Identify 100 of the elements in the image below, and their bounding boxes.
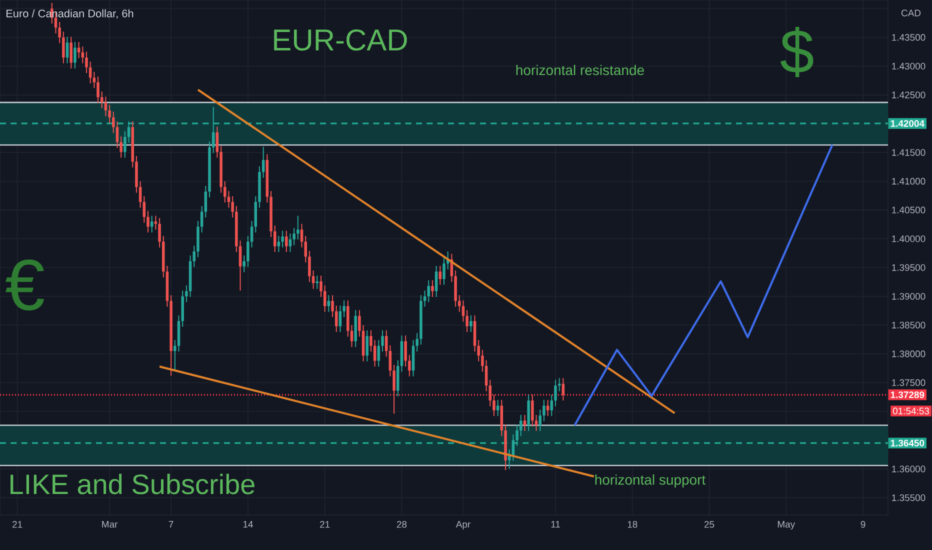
candlestick: [142, 196, 146, 224]
candlestick: [138, 180, 142, 208]
candlestick: [250, 220, 254, 248]
candlestick: [66, 36, 69, 64]
candlestick: [242, 254, 246, 273]
candlestick: [554, 379, 557, 407]
candlestick: [442, 257, 446, 286]
candlestick: [70, 36, 72, 69]
candlestick: [124, 130, 126, 158]
candlestick: [562, 378, 565, 401]
x-tick-label: Mar: [102, 521, 118, 528]
y-tick-label: 1.42500: [892, 92, 926, 98]
candlestick: [550, 394, 554, 417]
x-tick-label: 14: [243, 521, 253, 528]
candlestick: [377, 340, 380, 368]
x-tick-label: 28: [396, 521, 407, 528]
candlestick: [112, 111, 115, 134]
candlestick: [370, 330, 372, 352]
y-tick-label: 1.39000: [892, 292, 926, 300]
annotation: horizontal resistande: [516, 64, 644, 76]
candlestick: [388, 344, 392, 377]
y-tick-label: 1.40500: [892, 206, 926, 214]
x-tick-label: 11: [551, 521, 560, 528]
candlestick: [62, 31, 65, 64]
candlestick: [427, 280, 430, 303]
candlestick: [96, 76, 100, 104]
ref-line-label: 1.36450: [890, 440, 924, 446]
candlestick: [520, 414, 522, 437]
x-tick-label: 7: [168, 521, 174, 528]
candlestick: [238, 240, 242, 292]
candlestick: [331, 294, 334, 318]
candlestick: [262, 146, 265, 178]
candlestick: [108, 104, 111, 124]
line-series: [574, 144, 834, 426]
candlestick: [74, 42, 76, 69]
y-tick-label: 1.41000: [892, 178, 926, 185]
candlestick: [342, 300, 346, 318]
candlestick: [373, 340, 376, 368]
candlestick: [392, 364, 396, 414]
x-tick-label: 21: [12, 521, 22, 528]
candlestick: [438, 265, 442, 286]
candlestick: [408, 354, 411, 377]
candlestick: [92, 71, 96, 89]
x-tick-label: 9: [860, 521, 866, 528]
candlestick: [174, 340, 176, 372]
y-axis-title: CAD: [901, 10, 921, 16]
candlestick: [154, 215, 158, 230]
y-tick-label: 1.43000: [892, 62, 926, 70]
candlestick: [431, 280, 434, 298]
candlestick: [484, 360, 488, 392]
candlestick: [292, 227, 296, 246]
candlestick: [481, 349, 484, 372]
y-tick-label: 1.36000: [892, 466, 926, 472]
candlestick: [146, 210, 150, 233]
candlestick: [531, 394, 534, 427]
candlestick: [404, 334, 407, 368]
candlestick: [185, 284, 188, 303]
ref-line-label: 1.42004: [890, 120, 924, 127]
candlestick: [231, 196, 234, 218]
candlestick: [466, 310, 468, 333]
y-tick-label: 1.39500: [892, 264, 926, 271]
ref-line-label: 1.37289: [890, 391, 924, 398]
candlestick: [338, 305, 342, 333]
candlestick: [542, 399, 546, 422]
annotation: €: [6, 260, 44, 310]
candlestick: [216, 126, 219, 158]
candlestick: [488, 379, 492, 407]
x-tick-label: 21: [320, 521, 330, 528]
candlestick: [104, 96, 108, 117]
y-tick-label: 1.38500: [892, 322, 926, 328]
candlestick: [538, 409, 542, 432]
candlestick: [277, 235, 280, 253]
x-tick-label: 25: [704, 521, 714, 528]
candlestick: [323, 284, 326, 312]
candlestick: [470, 314, 472, 333]
candlestick: [334, 305, 338, 333]
candlestick: [281, 230, 284, 248]
candlestick: [384, 330, 388, 358]
candlestick: [381, 330, 384, 352]
candlestick: [285, 230, 288, 253]
candlestick: [320, 275, 322, 298]
y-tick-label: 1.41500: [892, 149, 926, 156]
candlestick: [312, 270, 315, 290]
y-tick-label: 1.40000: [892, 235, 926, 242]
candlestick: [462, 300, 465, 322]
x-tick-label: 18: [628, 521, 638, 528]
candlestick: [204, 185, 208, 218]
y-tick-label: 1.38000: [892, 350, 926, 358]
x-tick-label: Apr: [456, 521, 470, 530]
candlestick: [224, 180, 226, 204]
candlestick: [158, 218, 161, 248]
candlestick: [434, 265, 438, 298]
annotation: horizontal support: [595, 474, 706, 488]
candlestick: [358, 310, 361, 338]
candlestick: [116, 120, 119, 148]
candlestick: [496, 399, 500, 417]
candlestick: [492, 394, 496, 417]
candlestick: [366, 330, 369, 362]
candlestick: [85, 51, 88, 74]
y-tick-label: 1.35500: [892, 494, 926, 502]
